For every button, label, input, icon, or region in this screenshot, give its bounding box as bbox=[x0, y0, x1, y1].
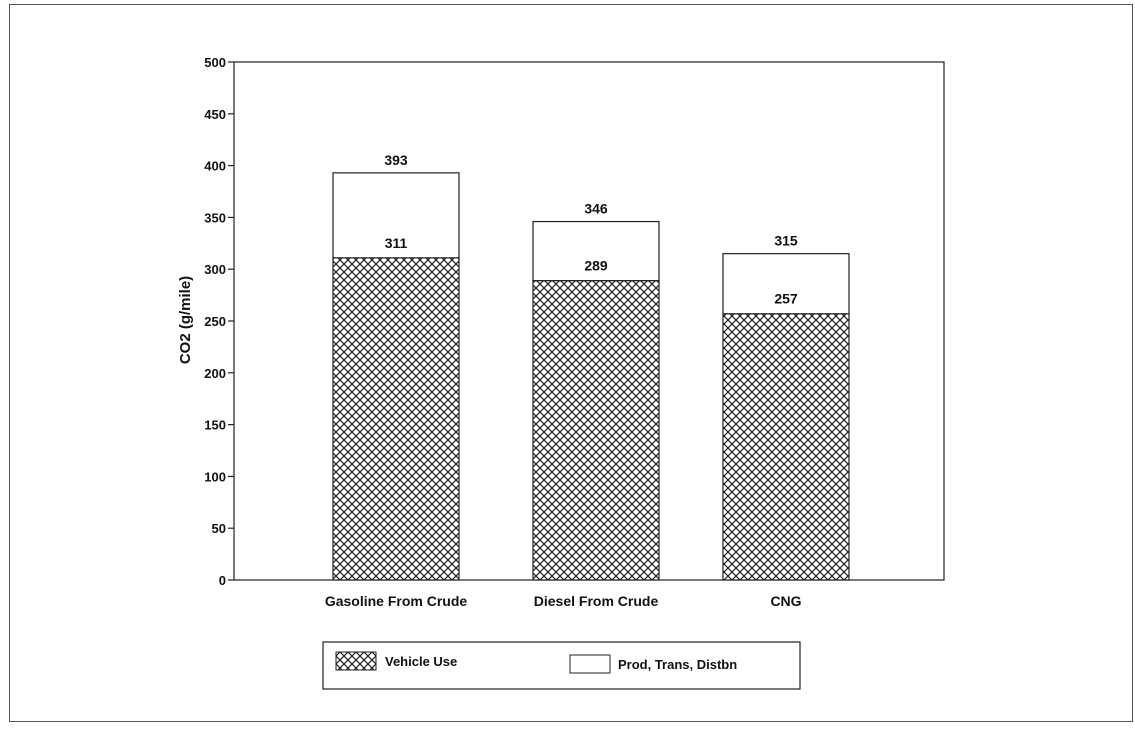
y-tick-label: 50 bbox=[212, 521, 226, 536]
bar-prod-trans-distbn bbox=[332, 172, 460, 259]
y-tick-label: 450 bbox=[204, 107, 226, 122]
y-tick-label: 0 bbox=[219, 573, 226, 588]
vehicle-use-value-label: 289 bbox=[584, 258, 608, 274]
legend-label-vehicle-use: Vehicle Use bbox=[385, 654, 457, 669]
figure-frame bbox=[9, 4, 1133, 722]
legend-swatch-vehicle-use bbox=[335, 651, 377, 671]
x-axis: Gasoline From Crude Diesel From Crude CNG bbox=[325, 593, 802, 609]
bar-vehicle-use bbox=[722, 313, 850, 581]
bar-vehicle-use bbox=[532, 279, 660, 581]
x-category-label: CNG bbox=[770, 593, 801, 609]
y-tick-label: 350 bbox=[204, 210, 226, 225]
x-category-label: Gasoline From Crude bbox=[325, 593, 468, 609]
data-labels: 393 311 346 289 315 257 bbox=[384, 152, 798, 307]
legend-swatch-prod-trans-distbn bbox=[569, 654, 611, 674]
bars bbox=[332, 172, 850, 581]
y-tick-label: 200 bbox=[204, 366, 226, 381]
vehicle-use-value-label: 311 bbox=[385, 235, 408, 251]
y-axis: 0 50 100 150 200 250 300 350 400 450 500 bbox=[204, 55, 234, 588]
legend: Vehicle Use Prod, Trans, Distbn bbox=[322, 641, 801, 690]
y-tick-label: 250 bbox=[204, 314, 226, 329]
y-tick-label: 400 bbox=[204, 159, 226, 174]
y-tick-label: 300 bbox=[204, 262, 226, 277]
bar-vehicle-use bbox=[332, 257, 460, 581]
vehicle-use-value-label: 257 bbox=[774, 291, 798, 307]
y-tick-label: 500 bbox=[204, 55, 226, 70]
bar-prod-trans-distbn bbox=[722, 253, 850, 315]
y-tick-label: 150 bbox=[204, 418, 226, 433]
y-axis-title: CO2 (g/mile) bbox=[177, 276, 194, 364]
total-value-label: 393 bbox=[384, 152, 408, 168]
total-value-label: 315 bbox=[774, 233, 798, 249]
legend-box bbox=[322, 641, 801, 690]
y-tick-label: 100 bbox=[204, 469, 226, 484]
x-category-label: Diesel From Crude bbox=[534, 593, 659, 609]
legend-label-prod-trans-distbn: Prod, Trans, Distbn bbox=[618, 657, 737, 672]
bar-prod-trans-distbn bbox=[532, 220, 660, 282]
total-value-label: 346 bbox=[584, 201, 608, 217]
